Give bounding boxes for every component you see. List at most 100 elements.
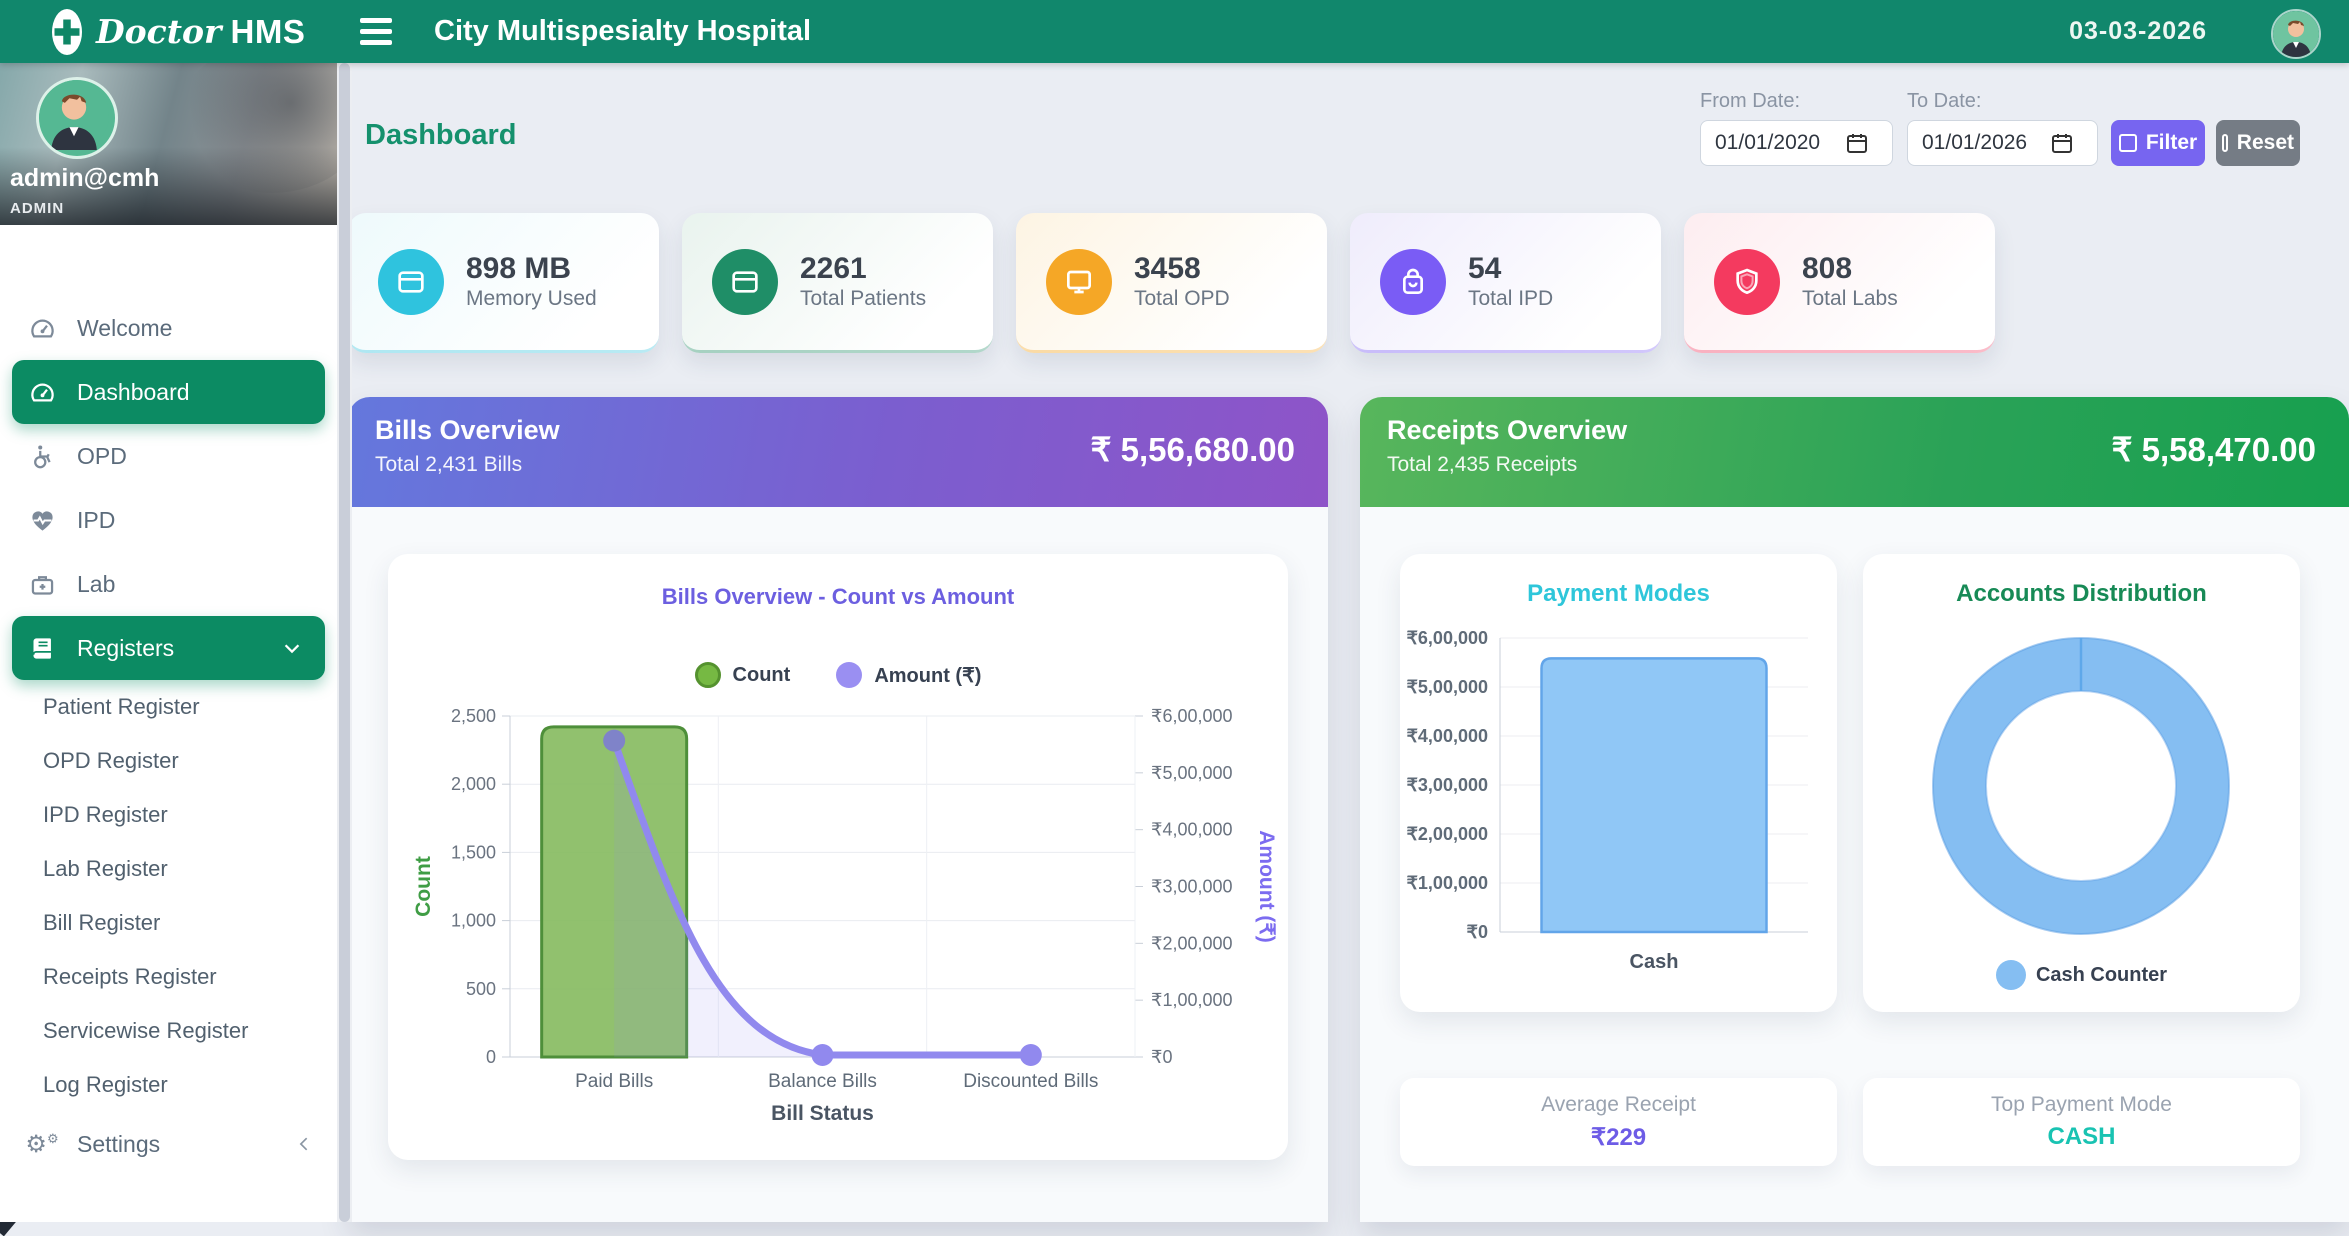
profile-role: ADMIN bbox=[10, 200, 65, 217]
current-date: 03-03-2026 bbox=[2069, 17, 2207, 45]
chevron-left-icon bbox=[295, 1134, 315, 1154]
bills-overview-header: Bills Overview Total 2,431 Bills ₹ 5,56,… bbox=[348, 397, 1328, 507]
sidebar-item-welcome[interactable]: Welcome bbox=[0, 296, 337, 360]
to-date-label: To Date: bbox=[1907, 90, 1982, 112]
window-icon bbox=[712, 248, 778, 315]
user-avatar[interactable] bbox=[2271, 9, 2321, 59]
legend-count[interactable]: Count bbox=[694, 662, 790, 688]
average-receipt-value: ₹229 bbox=[1590, 1123, 1647, 1151]
payment-modes-card: Payment Modes ₹0 ₹1,00,000 ₹2,00,000 ₹3,00,… bbox=[1400, 554, 1837, 1012]
svg-text:₹1,00,000: ₹1,00,000 bbox=[1151, 990, 1233, 1010]
hospital-title: City Multispesialty Hospital bbox=[434, 15, 812, 47]
sidebar-item-label: Registers bbox=[77, 634, 175, 661]
svg-text:₹3,00,000: ₹3,00,000 bbox=[1406, 775, 1488, 795]
sidebar-subitem-lab-register[interactable]: Lab Register bbox=[43, 856, 168, 881]
stat-label: Total Patients bbox=[800, 286, 927, 310]
reset-icon bbox=[2222, 134, 2228, 152]
accounts-distribution-card: Accounts Distribution Cash Counter bbox=[1863, 554, 2300, 1012]
to-date-input[interactable] bbox=[1907, 120, 2098, 166]
stat-card-total-opd[interactable]: 3458 Total OPD bbox=[1016, 213, 1327, 353]
sidebar-item-dashboard[interactable]: Dashboard bbox=[12, 360, 325, 424]
svg-text:₹2,00,000: ₹2,00,000 bbox=[1151, 933, 1233, 953]
stat-card-memory-used[interactable]: 898 MB Memory Used bbox=[348, 213, 659, 353]
sidebar-item-lab[interactable]: Lab bbox=[0, 552, 337, 616]
payment-modes-chart: ₹0 ₹1,00,000 ₹2,00,000 ₹3,00,000 ₹4,00,000 ₹5… bbox=[1400, 622, 1837, 1004]
sidebar-subitem-ipd-register[interactable]: IPD Register bbox=[43, 802, 168, 827]
svg-text:₹1,00,000: ₹1,00,000 bbox=[1406, 873, 1488, 893]
from-date-input[interactable] bbox=[1700, 120, 1893, 166]
svg-text:500: 500 bbox=[466, 979, 496, 999]
sidebar-item-opd[interactable]: OPD bbox=[0, 424, 337, 488]
gears-icon: ⚙⚙ bbox=[25, 1130, 59, 1158]
window-icon bbox=[378, 248, 444, 315]
count-legend-dot bbox=[694, 662, 721, 688]
stat-card-total-labs[interactable]: 808 Total Labs bbox=[1684, 213, 1995, 353]
stat-card-total-patients[interactable]: 2261 Total Patients bbox=[682, 213, 993, 353]
svg-text:₹4,00,000: ₹4,00,000 bbox=[1151, 820, 1233, 840]
stat-label: Memory Used bbox=[466, 286, 597, 310]
svg-text:₹6,00,000: ₹6,00,000 bbox=[1406, 628, 1488, 648]
bills-combo-chart: 0 500 1,000 1,500 2,000 2,500 ₹0 ₹1,00,000 ₹2,00… bbox=[388, 694, 1288, 1160]
profile-avatar[interactable] bbox=[36, 77, 118, 159]
sidebar-subitem-servicewise-register[interactable]: Servicewise Register bbox=[43, 1018, 249, 1043]
svg-text:₹4,00,000: ₹4,00,000 bbox=[1406, 726, 1488, 746]
accounts-distribution-chart bbox=[1863, 616, 2300, 956]
sidebar-item-ipd[interactable]: IPD bbox=[0, 488, 337, 552]
sidebar-subitem-log-register[interactable]: Log Register bbox=[43, 1072, 168, 1097]
sidebar-item-label: Settings bbox=[77, 1130, 161, 1157]
bills-chart-title: Bills Overview - Count vs Amount bbox=[661, 584, 1015, 609]
accounts-distribution-title: Accounts Distribution bbox=[1956, 580, 2207, 607]
sidebar-subitem-receipts-register[interactable]: Receipts Register bbox=[43, 964, 217, 989]
svg-text:2,500: 2,500 bbox=[451, 706, 496, 726]
medical-cross-icon bbox=[52, 8, 82, 55]
filter-button[interactable]: Filter bbox=[2111, 120, 2205, 166]
sidebar-item-settings[interactable]: ⚙⚙ Settings bbox=[0, 1112, 337, 1176]
stats-row: 898 MB Memory Used 2261 Total Patients 3… bbox=[348, 213, 1995, 353]
sidebar-menu: Welcome Dashboard OPD IPD Lab Registers … bbox=[0, 296, 337, 1176]
svg-text:₹0: ₹0 bbox=[1467, 922, 1488, 942]
bills-total-amount: ₹ 5,56,680.00 bbox=[1090, 431, 1296, 468]
bills-chart-card: Bills Overview - Count vs Amount Count A… bbox=[388, 554, 1288, 1160]
cash-counter-legend-dot bbox=[1995, 960, 2026, 990]
app-header: Doctor HMS City Multispesialty Hospital … bbox=[0, 0, 2349, 63]
hamburger-menu-icon[interactable] bbox=[360, 18, 392, 45]
stat-value: 3458 bbox=[1134, 252, 1201, 286]
receipts-overview-title: Receipts Overview bbox=[1387, 415, 1628, 445]
bag-icon bbox=[1380, 248, 1446, 315]
receipts-overview-subtitle: Total 2,435 Receipts bbox=[1387, 453, 1578, 476]
stat-card-total-ipd[interactable]: 54 Total IPD bbox=[1350, 213, 1661, 353]
filter-icon bbox=[2118, 134, 2137, 152]
svg-text:₹6,00,000: ₹6,00,000 bbox=[1151, 706, 1233, 726]
stat-value: 54 bbox=[1468, 252, 1502, 286]
chevron-down-icon bbox=[281, 637, 303, 659]
stat-label: Total Labs bbox=[1802, 286, 1898, 310]
svg-text:1,500: 1,500 bbox=[451, 842, 496, 862]
sidebar-item-registers[interactable]: Registers bbox=[12, 616, 325, 680]
sidebar-scrollbar[interactable] bbox=[337, 63, 352, 1222]
top-payment-mode-value: CASH bbox=[2047, 1123, 2116, 1150]
bills-overview-card: Bills Overview Total 2,431 Bills ₹ 5,56,… bbox=[348, 397, 1328, 1222]
legend-amount[interactable]: Amount (₹) bbox=[836, 662, 981, 688]
sidebar-item-label: OPD bbox=[77, 442, 127, 469]
average-receipt-label: Average Receipt bbox=[1541, 1092, 1696, 1116]
sidebar-item-label: Lab bbox=[77, 570, 116, 597]
svg-text:₹2,00,000: ₹2,00,000 bbox=[1406, 824, 1488, 844]
svg-text:Paid Bills: Paid Bills bbox=[575, 1071, 653, 1092]
sidebar-subitem-bill-register[interactable]: Bill Register bbox=[43, 910, 161, 935]
monitor-icon bbox=[1046, 248, 1112, 315]
sidebar-subitem-opd-register[interactable]: OPD Register bbox=[43, 748, 179, 773]
svg-text:1,000: 1,000 bbox=[451, 911, 496, 931]
sidebar-subitem-patient-register[interactable]: Patient Register bbox=[43, 694, 200, 719]
reset-button[interactable]: Reset bbox=[2216, 120, 2300, 166]
stat-value: 808 bbox=[1802, 252, 1853, 286]
brand-name: Doctor HMS bbox=[96, 12, 306, 51]
sidebar: admin@cmh ADMIN Welcome Dashboard OPD IP… bbox=[0, 63, 337, 1222]
shield-icon bbox=[1714, 248, 1780, 315]
gauge-icon bbox=[28, 314, 56, 342]
gauge-icon bbox=[28, 378, 56, 406]
top-payment-mode-card: Top Payment Mode CASH bbox=[1863, 1078, 2300, 1166]
donut-legend[interactable]: Cash Counter bbox=[1863, 960, 2300, 990]
svg-text:Discounted Bills: Discounted Bills bbox=[963, 1071, 1098, 1092]
svg-text:Count: Count bbox=[412, 856, 435, 917]
svg-text:₹0: ₹0 bbox=[1151, 1047, 1172, 1067]
